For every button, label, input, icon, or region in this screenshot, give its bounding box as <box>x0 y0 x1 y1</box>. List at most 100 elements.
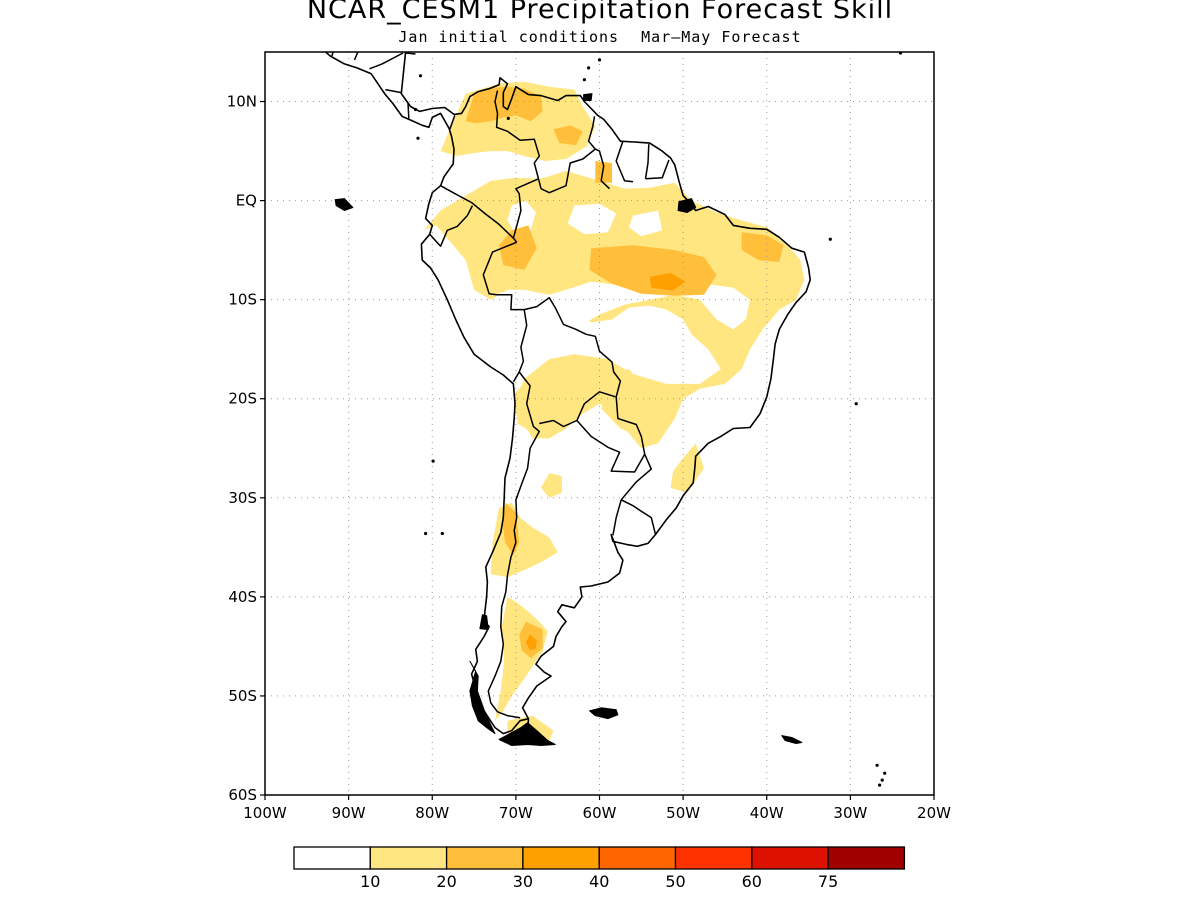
small-island <box>506 116 510 120</box>
small-island <box>875 763 879 767</box>
colorbar-swatch <box>751 846 829 870</box>
small-island <box>854 402 858 406</box>
colorbar-swatch <box>293 846 371 870</box>
colorbar-label: 60 <box>742 872 762 891</box>
country-border-15 <box>482 241 525 311</box>
small-island <box>431 459 435 463</box>
country-border-14 <box>429 205 474 247</box>
falkland-islands <box>589 707 619 720</box>
colorbar-swatch <box>827 846 906 870</box>
skill-contour-19 <box>649 272 686 291</box>
colorbar-swatch <box>522 846 600 870</box>
skill-contour-18 <box>589 245 717 296</box>
country-border-21 <box>576 420 646 473</box>
skill-contour-7 <box>478 291 721 384</box>
skill-contour-20 <box>741 232 784 262</box>
small-island <box>878 783 882 787</box>
skill-contour-10 <box>670 443 704 493</box>
colorbar-swatch <box>369 846 448 870</box>
chiloe-island <box>479 614 489 631</box>
lat-tick-label: 40S <box>228 588 257 606</box>
small-island <box>418 74 423 78</box>
skill-contour-5 <box>567 203 617 235</box>
colorbar-swatch <box>598 846 677 870</box>
continent-coastline <box>324 52 811 735</box>
lon-tick-label: 100W <box>243 804 287 822</box>
lon-tick-label: 40W <box>750 804 784 822</box>
lon-tick-label: 80W <box>415 804 449 822</box>
colorbar-label: 20 <box>436 872 456 891</box>
lon-tick-label: 90W <box>332 804 366 822</box>
lat-tick-label: EQ <box>236 192 257 210</box>
small-island <box>424 531 428 536</box>
country-border-4 <box>407 102 410 119</box>
skill-shading <box>423 81 805 744</box>
lon-tick-label: 30W <box>833 804 867 822</box>
small-island <box>828 237 832 241</box>
country-border-16 <box>512 309 528 383</box>
subtitle-forecast-season: Mar–May Forecast <box>641 28 802 46</box>
country-border-13 <box>512 178 539 239</box>
lon-tick-label: 70W <box>499 804 533 822</box>
country-border-22 <box>620 453 653 501</box>
country-border-5 <box>449 115 456 130</box>
colorbar-label: 10 <box>360 872 380 891</box>
country-border-11 <box>540 148 596 194</box>
chilean-archipelago <box>469 660 496 735</box>
lat-tick-label: 50S <box>228 687 257 705</box>
country-border-10 <box>645 159 670 180</box>
lat-tick-label: 10S <box>228 291 257 309</box>
country-border-1 <box>353 52 359 61</box>
country-border-8 <box>615 140 634 183</box>
skill-contour-9 <box>601 369 654 439</box>
colorbar-label: 75 <box>818 872 838 891</box>
lon-tick-label: 50W <box>666 804 700 822</box>
skill-contour-21 <box>499 225 537 270</box>
country-border-9 <box>644 144 650 179</box>
subtitle-initial-conditions: Jan initial conditions <box>398 28 620 46</box>
coastlines <box>324 37 911 787</box>
country-border-6 <box>494 90 542 189</box>
colorbar-label: 50 <box>665 872 685 891</box>
small-island <box>440 531 444 536</box>
country-border-3 <box>385 88 402 94</box>
marajo-island <box>677 198 697 213</box>
country-border-18 <box>487 371 541 719</box>
lon-tick-label: 20W <box>917 804 951 822</box>
galapagos-islands <box>334 198 354 211</box>
skill-contour-2 <box>553 125 583 146</box>
lon-tick-label: 60W <box>583 804 617 822</box>
small-island <box>883 771 887 775</box>
country-border-20 <box>615 396 646 455</box>
country-border-0 <box>369 52 404 70</box>
country-border-23 <box>620 499 657 535</box>
south-georgia <box>781 735 803 744</box>
skill-contour-8 <box>514 378 550 433</box>
country-border-7 <box>587 116 611 190</box>
country-border-17 <box>524 296 622 397</box>
chart-title: NCAR_CESM1 Precipitation Forecast Skill <box>306 0 894 25</box>
chart-subtitle: Jan initial conditions Mar–May Forecast <box>0 28 1200 46</box>
colorbar-label: 40 <box>589 872 609 891</box>
small-island <box>582 78 587 82</box>
lat-tick-label: 10N <box>227 93 257 111</box>
small-island <box>587 66 591 70</box>
small-island <box>880 778 884 782</box>
small-island <box>908 37 911 40</box>
lat-tick-label: 30S <box>228 489 257 507</box>
small-island <box>597 58 602 62</box>
colorbar-label: 30 <box>513 872 533 891</box>
tierra-del-fuego <box>498 722 556 746</box>
lat-tick-label: 20S <box>228 390 257 408</box>
skill-contour-12 <box>490 502 558 578</box>
lat-tick-label: 60S <box>228 786 257 804</box>
country-border-24 <box>612 499 622 536</box>
small-island <box>413 107 418 112</box>
colorbar-swatch <box>674 846 753 870</box>
colorbar-swatch <box>445 846 524 870</box>
colorbar: 10 20 30 40 50 60 75 <box>293 846 906 891</box>
skill-contour-1 <box>465 86 543 124</box>
skill-contour-13 <box>502 502 520 556</box>
